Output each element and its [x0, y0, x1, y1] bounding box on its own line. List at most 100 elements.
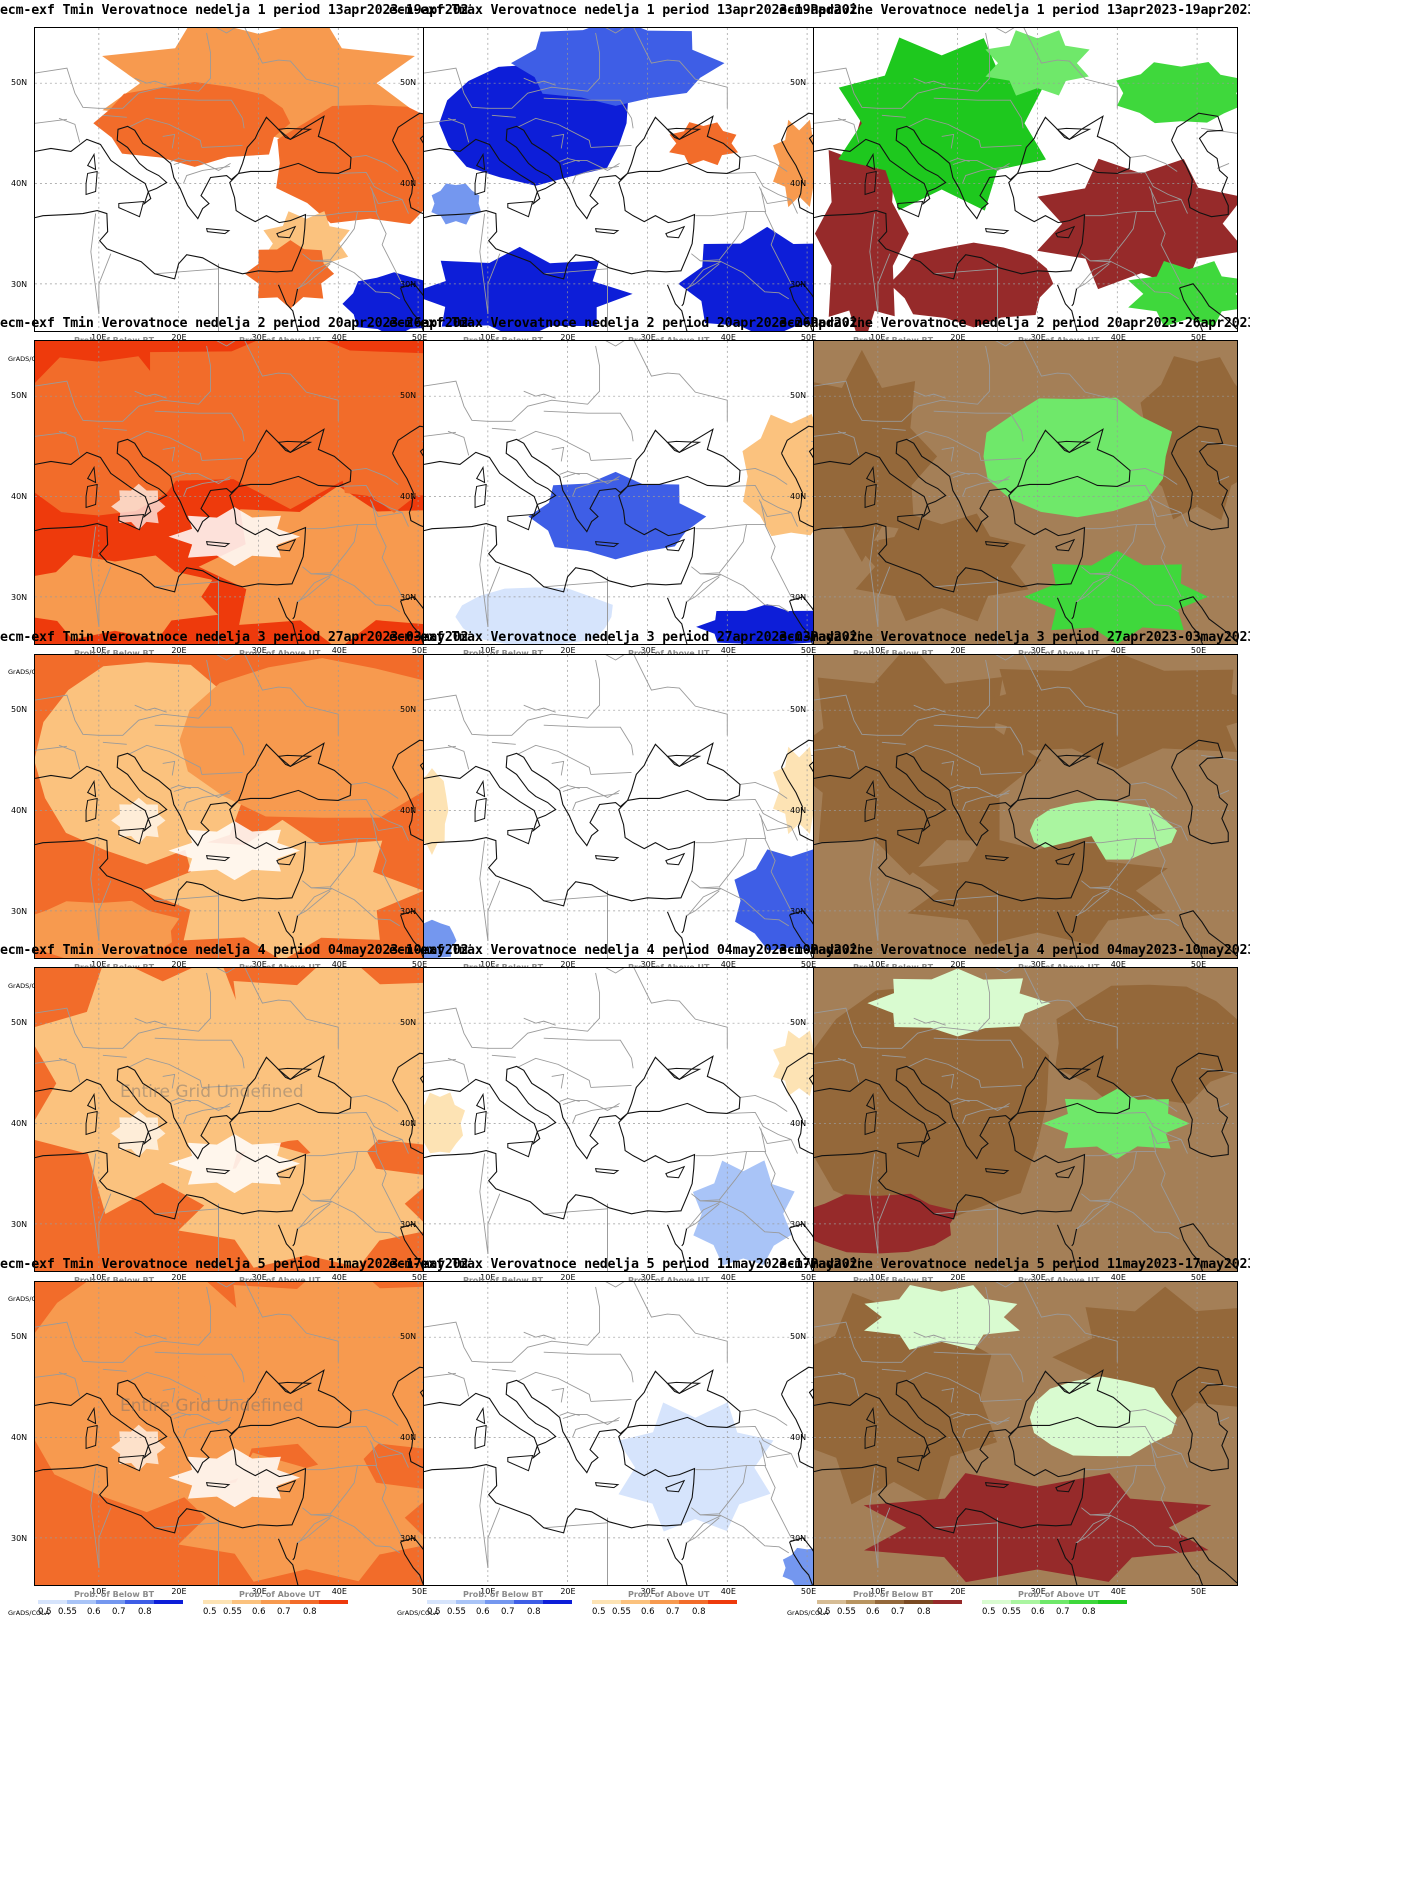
country-border: [1090, 1151, 1137, 1202]
country-border: [562, 472, 620, 484]
legend-title-above: Prob. of Above UT: [1018, 1590, 1100, 1599]
country-border: [154, 410, 245, 442]
country-border: [559, 157, 580, 162]
country-border: [1129, 782, 1178, 799]
country-border: [90, 526, 100, 627]
coastline: [666, 911, 688, 958]
country-border: [201, 1084, 243, 1088]
country-border: [764, 1151, 792, 1225]
forecast-panel-precip-week-5: ecm-Padavine Verovatnoce nedelja 5 perio…: [779, 1254, 1250, 1633]
country-border: [487, 253, 501, 314]
legend-swatch: [621, 1600, 650, 1604]
y-tick-label: 30N: [11, 279, 28, 289]
country-border: [1117, 1425, 1182, 1454]
country-border: [447, 1057, 470, 1083]
x-tick-label: 20E: [950, 960, 966, 969]
y-tick-label: 40N: [11, 491, 28, 501]
country-border: [980, 771, 1022, 775]
probability-shade: [424, 768, 449, 855]
y-tick-label: 40N: [400, 1118, 417, 1128]
country-border: [605, 1282, 625, 1288]
x-tick-label: 10E: [480, 333, 496, 342]
x-tick-label: 30E: [251, 333, 267, 342]
country-border: [877, 1507, 891, 1568]
y-tick-label: 50N: [11, 1331, 28, 1341]
probability-map: [813, 967, 1238, 1272]
country-border: [1090, 838, 1137, 889]
probability-shade: [424, 1092, 466, 1154]
country-border: [719, 887, 790, 927]
country-border: [605, 341, 625, 347]
x-tick-label: 20E: [560, 333, 576, 342]
probability-shade: [838, 37, 1047, 211]
probability-shade: [35, 555, 219, 640]
country-border: [491, 741, 516, 745]
island-coastline: [594, 1482, 620, 1489]
country-border: [869, 1467, 879, 1568]
legend-swatch: [933, 1600, 962, 1604]
country-border: [424, 1286, 601, 1363]
island-coastline: [276, 538, 297, 552]
country-border: [1075, 263, 1110, 290]
country-border: [572, 1106, 619, 1124]
island-coastline: [865, 465, 876, 484]
country-border: [907, 430, 982, 461]
probability-shade: [431, 183, 482, 225]
country-border: [949, 1097, 970, 1102]
country-border: [311, 1151, 358, 1202]
coastline: [277, 1224, 299, 1271]
x-tick-label: 30E: [251, 1273, 267, 1282]
country-border: [128, 744, 203, 775]
coastline: [666, 1538, 688, 1585]
probability-shade: [528, 471, 707, 560]
island-coastline: [475, 1406, 486, 1425]
country-border: [881, 1368, 906, 1372]
country-border: [35, 972, 212, 1049]
legend-swatch: [38, 1600, 67, 1604]
y-tick-label: 40N: [790, 1118, 807, 1128]
panel-title: ecm-exf Tmax Verovatnoce nedelja 2 perio…: [389, 316, 860, 331]
coastline: [1056, 1224, 1078, 1271]
country-border: [764, 524, 792, 598]
legend-value: 0.5: [982, 1607, 996, 1617]
country-border: [479, 1467, 489, 1568]
country-border: [995, 341, 1015, 347]
country-border: [216, 655, 236, 661]
probability-shade: [510, 28, 725, 106]
island-coastline: [665, 1165, 686, 1179]
legend-title-below: Prob. of Below BT: [853, 649, 933, 658]
island-coastline: [86, 465, 97, 484]
coastline: [1171, 739, 1229, 845]
country-border: [128, 430, 203, 461]
legend-colorbar-above: [203, 1600, 348, 1604]
country-border: [154, 1037, 245, 1069]
legend-title-above: Prob. of Above UT: [628, 1276, 709, 1285]
y-tick-label: 30N: [11, 1219, 28, 1229]
x-tick-label: 50E: [800, 646, 817, 655]
country-border: [330, 1200, 401, 1240]
country-border: [424, 32, 601, 109]
legend-swatch: [679, 1600, 708, 1604]
country-border: [35, 745, 68, 751]
country-border: [350, 782, 399, 799]
country-border: [980, 1084, 1022, 1088]
panel-title: ecm-exf Tmax Verovatnoce nedelja 3 perio…: [389, 630, 860, 645]
x-tick-label: 50E: [1190, 960, 1207, 969]
country-border: [487, 1193, 501, 1254]
country-border: [719, 573, 790, 613]
x-tick-label: 20E: [560, 960, 576, 969]
country-border: [562, 786, 620, 798]
legend-swatch: [875, 1600, 904, 1604]
probability-shade: [814, 1293, 998, 1506]
country-border: [1075, 1203, 1110, 1230]
country-border: [695, 815, 767, 844]
island-coastline: [277, 754, 313, 767]
country-border: [58, 744, 81, 770]
country-border: [128, 1371, 203, 1402]
country-border: [562, 1413, 620, 1425]
grads-credit: GrADS/COLA: [8, 1295, 50, 1303]
country-border: [1154, 1151, 1182, 1225]
coastline: [814, 1369, 1131, 1534]
country-border: [727, 484, 792, 513]
country-border: [102, 1368, 127, 1372]
